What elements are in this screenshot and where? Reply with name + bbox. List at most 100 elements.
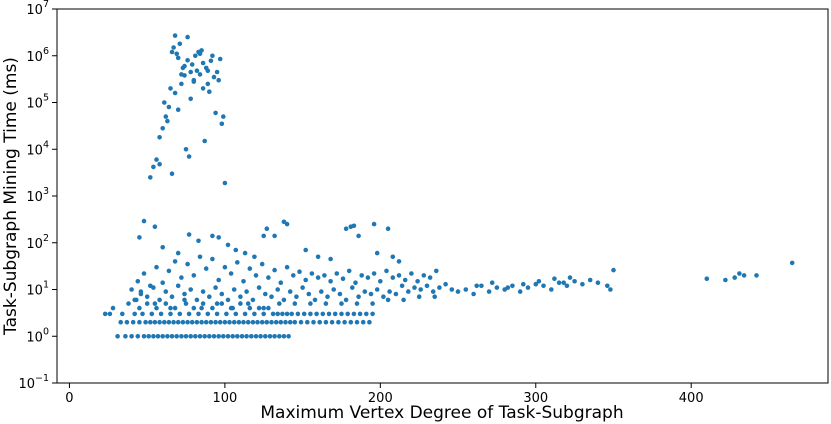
data-point [261, 305, 267, 311]
data-point [252, 311, 257, 317]
data-point [188, 96, 193, 102]
data-point [165, 334, 170, 339]
data-point [140, 311, 145, 317]
data-point [208, 319, 214, 325]
data-point [732, 275, 737, 280]
data-point [332, 311, 338, 317]
data-point [199, 305, 204, 311]
data-point [166, 104, 172, 110]
data-point [345, 311, 351, 317]
data-point [418, 287, 424, 292]
data-point [168, 86, 173, 91]
data-point [200, 60, 206, 66]
data-point [132, 311, 137, 317]
data-point [182, 291, 187, 297]
data-point [275, 311, 281, 317]
data-point [175, 283, 181, 289]
data-point [371, 271, 377, 276]
data-point [322, 273, 327, 278]
data-point [567, 275, 573, 280]
data-point [110, 305, 116, 311]
y-tick-base: 10 [26, 237, 43, 252]
data-point [214, 311, 220, 317]
data-point [264, 226, 270, 231]
data-point [315, 275, 321, 280]
data-point [185, 58, 190, 63]
y-tick-label: 104 [26, 139, 49, 158]
data-point [356, 233, 361, 239]
data-point [415, 279, 420, 284]
data-point [374, 250, 380, 256]
data-point [245, 319, 251, 325]
data-point [521, 281, 526, 287]
x-tick-label: 0 [65, 391, 73, 406]
data-point [334, 271, 340, 276]
data-point [143, 319, 148, 325]
data-point [463, 287, 469, 292]
data-point [221, 114, 226, 119]
data-point [163, 114, 169, 119]
data-point [552, 276, 557, 282]
data-point [172, 90, 178, 96]
data-point [224, 311, 229, 317]
data-point [162, 100, 167, 105]
data-point [225, 334, 231, 339]
data-point [193, 53, 198, 59]
data-point [281, 334, 287, 339]
data-point [174, 334, 179, 339]
data-point [205, 68, 211, 73]
data-point [244, 289, 249, 294]
x-tick-label: 200 [368, 391, 393, 406]
data-point [323, 301, 329, 306]
data-point [505, 285, 511, 290]
data-point [177, 41, 183, 47]
data-point [427, 275, 433, 280]
data-point [320, 311, 326, 317]
data-point [154, 264, 159, 270]
data-point [238, 301, 243, 306]
data-point [249, 334, 254, 339]
data-point [137, 319, 142, 325]
data-point [191, 305, 197, 311]
data-point [175, 55, 181, 61]
data-point [401, 297, 406, 303]
data-point [356, 294, 361, 300]
y-tick-exponent: 7 [43, 0, 49, 10]
data-point [217, 56, 223, 62]
y-tick-exponent: 4 [43, 139, 49, 150]
data-point [135, 279, 141, 284]
data-point [272, 334, 277, 339]
data-point [151, 285, 156, 290]
data-point [737, 271, 742, 276]
data-point [166, 319, 172, 325]
data-point [211, 74, 217, 80]
data-point [168, 311, 173, 317]
data-point [357, 311, 363, 317]
data-point [351, 311, 357, 317]
data-point [443, 281, 448, 287]
data-point [219, 301, 225, 306]
data-point [180, 319, 186, 325]
data-point [269, 294, 274, 300]
data-point [263, 291, 268, 297]
data-point [115, 334, 120, 339]
y-axis-label: Task-Subgraph Mining Time (ms) [1, 57, 21, 336]
y-tick-label: 103 [26, 186, 49, 205]
data-point [197, 334, 203, 339]
data-point [421, 273, 427, 278]
data-point [210, 256, 215, 262]
data-point [311, 319, 316, 325]
data-point [179, 72, 184, 77]
data-point [252, 254, 257, 260]
data-point [214, 301, 220, 306]
y-tick-base: 10 [26, 284, 43, 299]
data-point [175, 250, 181, 256]
data-point [336, 319, 341, 325]
data-point [152, 301, 158, 306]
data-point [267, 334, 273, 339]
data-point [183, 147, 189, 152]
data-point [328, 279, 333, 284]
data-point [197, 254, 203, 260]
data-point [572, 279, 577, 284]
data-point [595, 280, 601, 286]
